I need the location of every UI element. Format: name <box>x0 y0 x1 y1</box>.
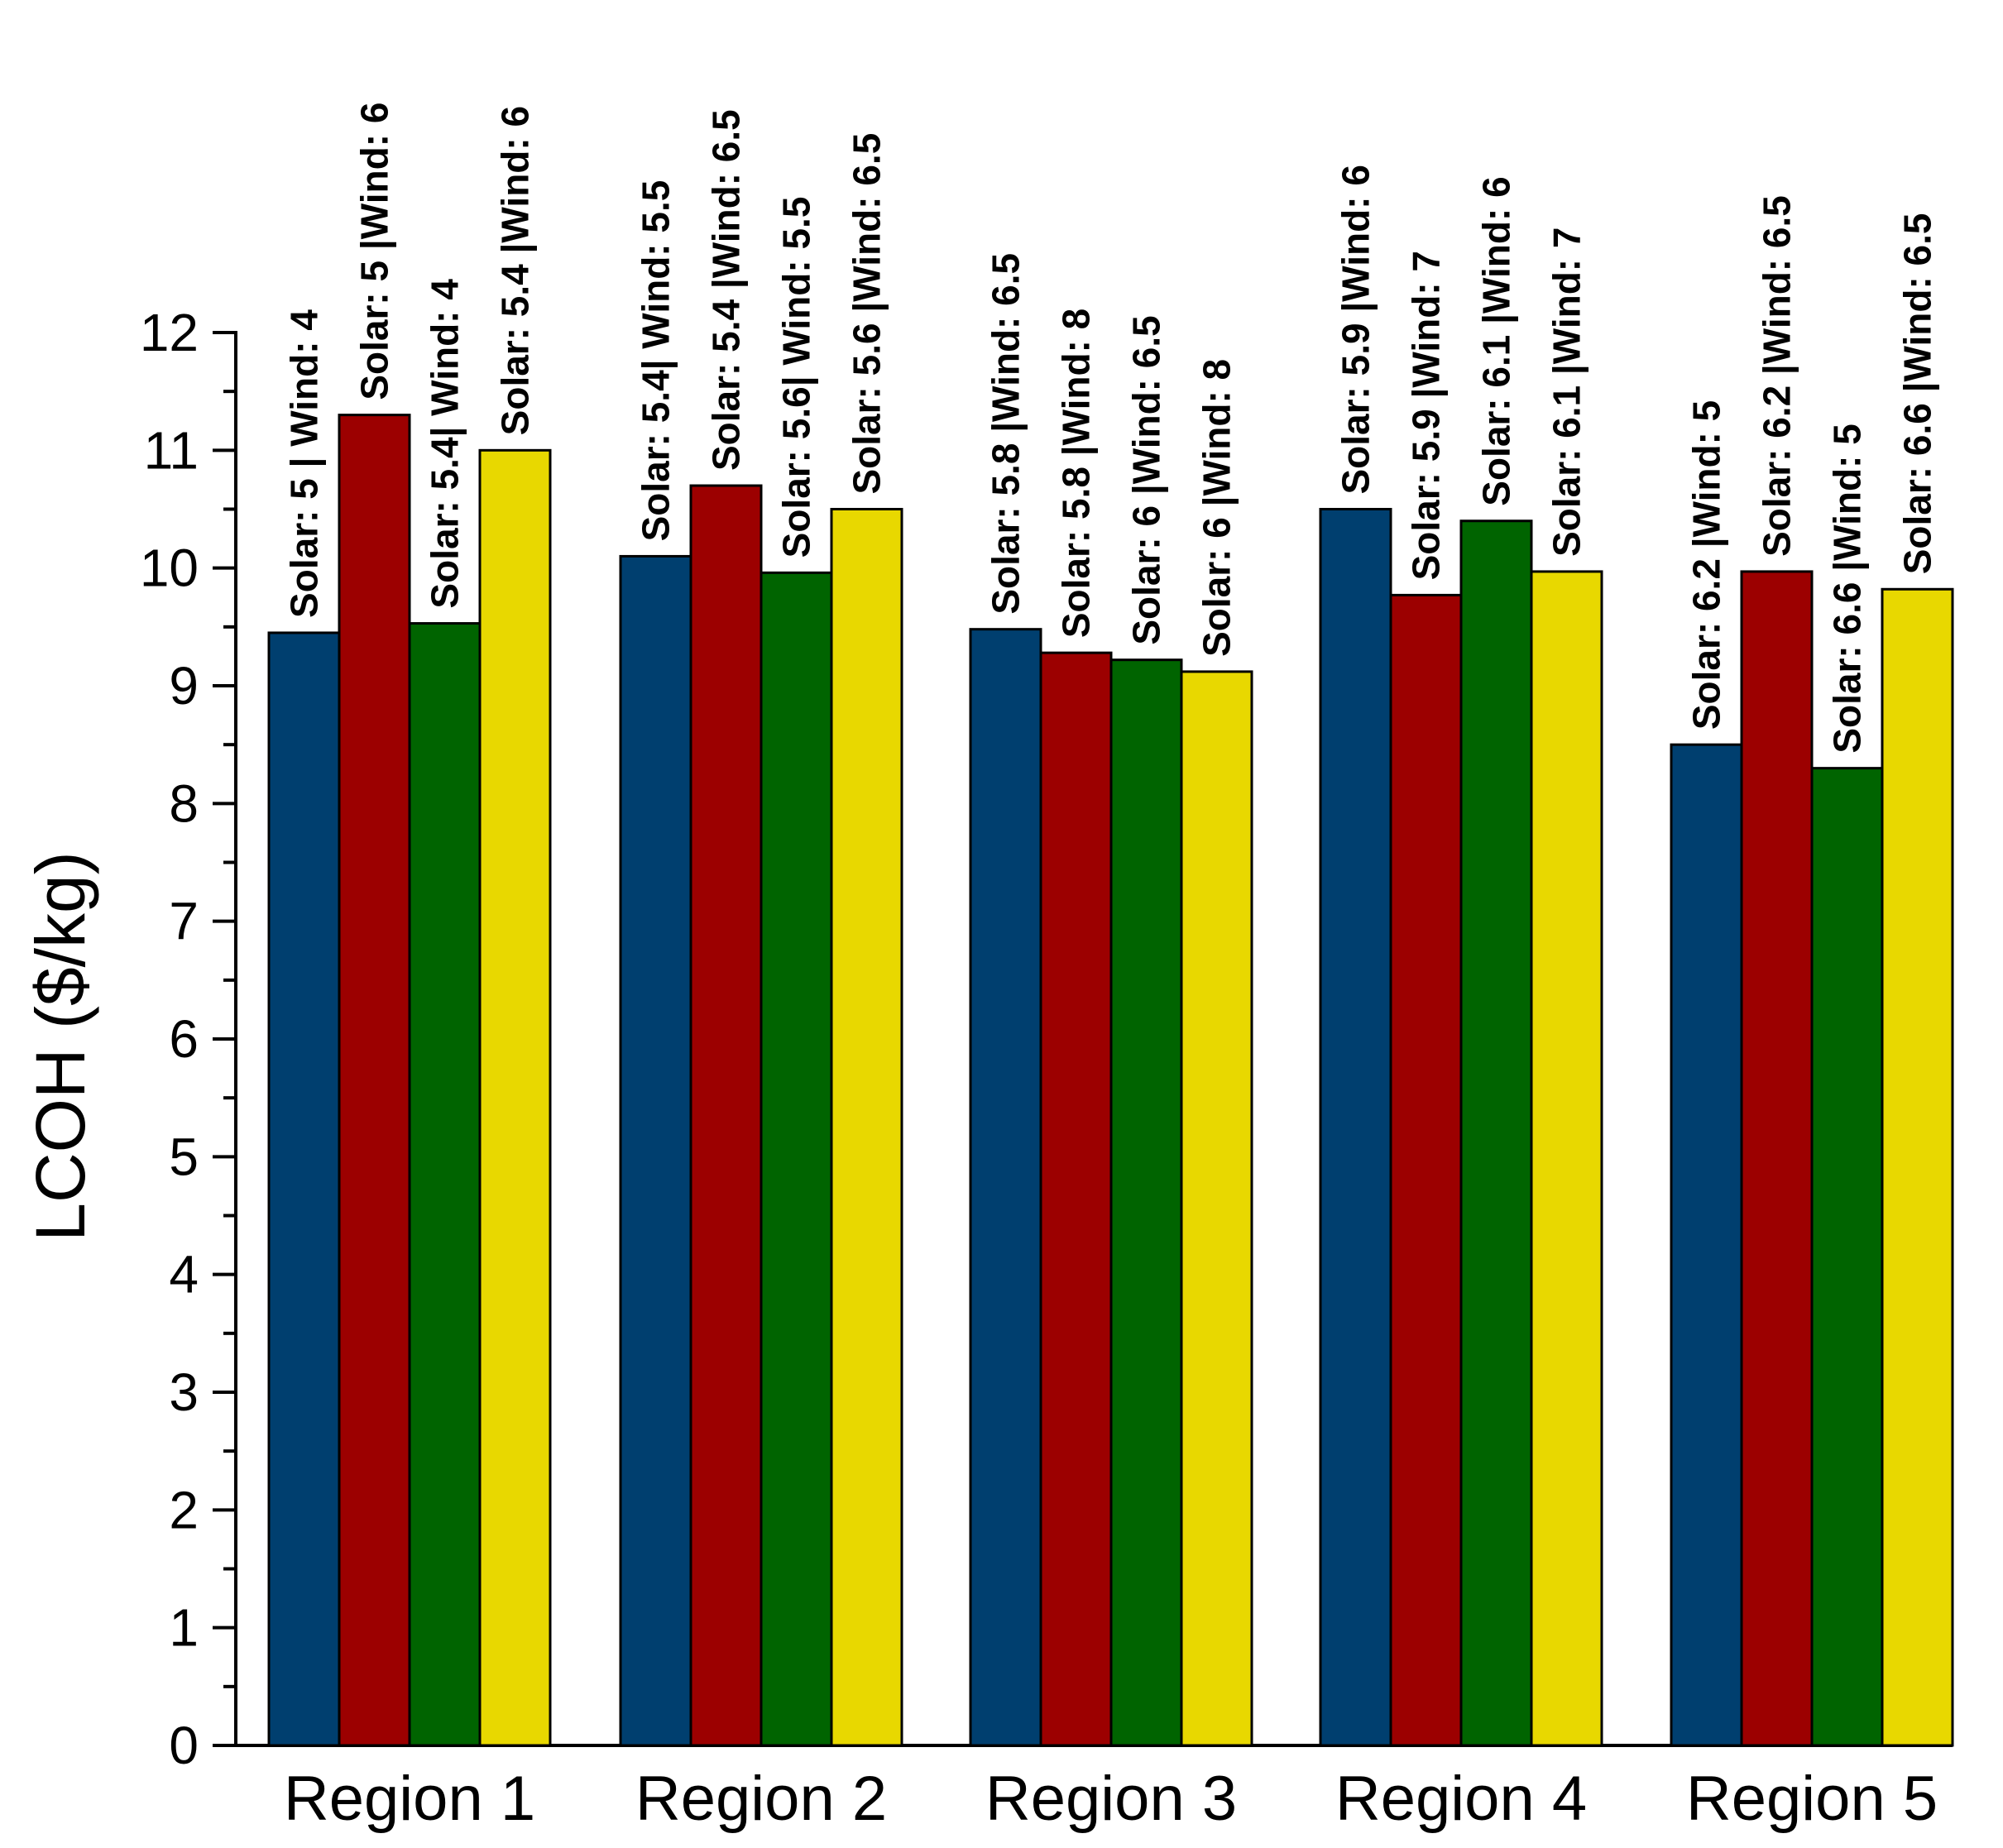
y-tick-label: 5 <box>169 1127 199 1186</box>
bar <box>1319 508 1392 1747</box>
bar-data-label: Solar: 5.8 |Wind: 6.5 <box>985 253 1028 615</box>
bar-data-label: Solar: 6 |Wind: 6.5 <box>1125 315 1168 644</box>
bar-data-label: Solar: 5.4 |Wind: 6.5 <box>705 109 748 471</box>
y-tick-label: 2 <box>169 1480 199 1539</box>
bar <box>1530 570 1603 1747</box>
bar-data-label: Solar: 6.1 |Wind: 6 <box>1475 176 1518 505</box>
y-tick-label: 10 <box>140 539 199 598</box>
bar <box>1389 593 1463 1747</box>
bar <box>1180 670 1253 1747</box>
bar <box>338 414 411 1747</box>
bar-data-label: Solar: 5.8 |Wind: 8 <box>1055 309 1098 638</box>
y-axis-label: LCOH ($/kg) <box>22 851 99 1241</box>
y-tick-label: 9 <box>169 656 199 716</box>
y-tick-label: 7 <box>169 892 199 951</box>
bar-data-label: Solar: 6.1 |Wind: 7 <box>1545 227 1589 557</box>
bar <box>267 631 341 1747</box>
bar <box>619 554 692 1747</box>
bar <box>1881 587 1954 1747</box>
bar <box>478 448 552 1747</box>
x-category-label: Region 3 <box>985 1764 1237 1834</box>
bar <box>830 508 903 1747</box>
bar <box>1039 651 1113 1747</box>
bar-data-label: Solar: 5 | Wind: 4 <box>283 309 326 618</box>
bar-data-label: Solar: 5.6| Wind: 5.5 <box>775 197 818 558</box>
bar-data-label: Solar: 6.6 |Wind: 6.5 <box>1896 213 1939 575</box>
bar <box>408 622 482 1747</box>
bar-data-label: Solar: 5.6 |Wind: 6.5 <box>846 133 889 495</box>
y-tick-label: 8 <box>169 773 199 833</box>
y-tick-label: 1 <box>169 1598 199 1658</box>
x-category-label: Region 1 <box>284 1764 535 1834</box>
x-category-label: Region 5 <box>1686 1764 1938 1834</box>
x-category-label: Region 2 <box>635 1764 887 1834</box>
bar-data-label: Solar: 5.4| Wind: 5.5 <box>635 180 678 542</box>
bar <box>1459 519 1533 1747</box>
bar-data-label: Solar: 5.9 |Wind: 7 <box>1405 251 1448 580</box>
bar-data-label: Solar: 5.4| Wind: 4 <box>424 279 467 609</box>
y-tick-label: 0 <box>169 1716 199 1775</box>
bars <box>267 414 1954 1747</box>
bar-data-label: Solar: 6.6 |Wind: 5 <box>1826 424 1869 753</box>
bar-data-label: Solar: 5.4 |Wind: 6 <box>494 106 537 435</box>
y-tick-label: 3 <box>169 1362 199 1422</box>
bar-data-label: Solar: 6 |Wind: 8 <box>1196 359 1239 657</box>
bar <box>1109 658 1183 1747</box>
bar <box>1670 743 1743 1747</box>
bar-data-label: Solar: 5 |Wind: 6 <box>353 103 396 400</box>
y-tick-label: 6 <box>169 1009 199 1069</box>
y-tick-label: 4 <box>169 1245 199 1305</box>
data-labels: Solar: 5 | Wind: 4 Solar: 5.4| Wind: 5.5 S… <box>283 103 1939 754</box>
y-tick-label: 12 <box>140 303 199 362</box>
y-tick-label: 11 <box>144 420 199 480</box>
bar <box>1740 570 1814 1747</box>
bar <box>689 484 763 1747</box>
bar <box>760 571 833 1747</box>
bar-data-label: Solar: 6.2 |Wind: 5 <box>1685 400 1728 730</box>
x-category-label: Region 4 <box>1335 1764 1587 1834</box>
bar-data-label: Solar: 5.9 |Wind: 6 <box>1335 165 1378 494</box>
bar-data-label: Solar: 6.2 |Wind: 6.5 <box>1756 195 1799 557</box>
bar <box>969 628 1042 1747</box>
bar <box>1810 767 1884 1747</box>
